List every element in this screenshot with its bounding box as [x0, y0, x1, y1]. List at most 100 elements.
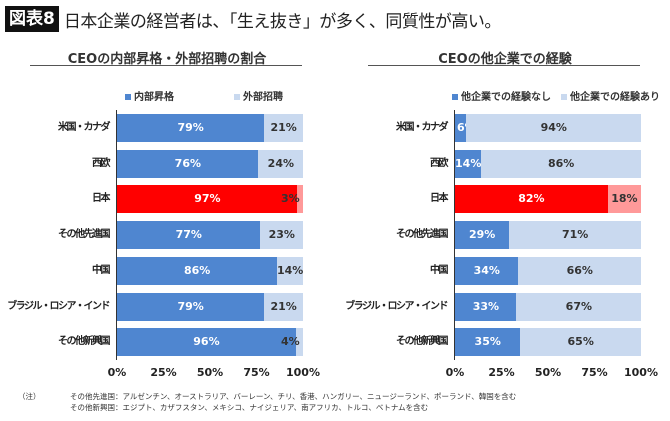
category-label: 日本 [430, 193, 449, 205]
data-label: 14% [455, 156, 482, 170]
data-label: 66% [566, 263, 593, 277]
category-label: 西欧 [430, 157, 449, 169]
category-label: 日本 [92, 193, 111, 205]
title-underline [30, 65, 302, 66]
bar-segment: 82% [455, 185, 608, 214]
data-label: 21% [270, 299, 297, 313]
data-label: 77% [175, 228, 202, 242]
x-tick-label: 0% [445, 366, 465, 379]
bar-segment: 97% [117, 185, 298, 214]
category-label: 米国・カナダ [396, 122, 449, 133]
x-tick-label: 0% [107, 366, 127, 379]
legend-label: 他企業での経験あり [570, 92, 660, 103]
bar-segment: 14% [276, 256, 304, 285]
bar-segment: 65% [520, 328, 641, 357]
bar-segment: 66% [518, 256, 641, 285]
x-tick-label: 75% [581, 366, 608, 379]
legend-swatch [234, 94, 240, 100]
bar-segment: 86% [117, 256, 277, 285]
x-tick-label: 25% [150, 366, 177, 379]
bar-segment: 94% [466, 114, 641, 142]
bar-segment: 33% [455, 292, 517, 321]
category-label: 米国・カナダ [58, 122, 111, 133]
data-label: 34% [473, 263, 500, 277]
data-label: 33% [472, 299, 500, 313]
bar-segment: 29% [455, 221, 509, 250]
bar-segment: 21% [263, 292, 303, 321]
data-label: 79% [177, 121, 204, 134]
plot-area [454, 110, 641, 360]
figure-badge: 図表8 [5, 6, 59, 32]
figure-title-text: 日本企業の経営者は、「生え抜き」が多く、同質性が高い。 [63, 11, 502, 32]
category-label: その他新興国 [58, 336, 111, 348]
bar-segment: 18% [607, 185, 641, 214]
legend: 他企業での経験なし 他企業での経験あり [452, 88, 660, 103]
data-label: 97% [194, 192, 221, 206]
category-label: ブラジル・ロシア・インド [7, 300, 110, 312]
bar-segment: 24% [258, 149, 303, 178]
data-label: 18% [611, 192, 638, 206]
data-label: 86% [183, 263, 211, 277]
note-line-1: その他先進国：アルゼンチン、オーストラリア、バーレーン、チリ、香港、ハンガリー、… [70, 392, 517, 401]
category-label: その他先進国 [58, 229, 111, 241]
chart-title: CEOの他企業での経験 [438, 52, 572, 67]
data-label: 86% [548, 156, 575, 170]
bar-segment: 6% [455, 114, 476, 142]
bar-segment: 71% [508, 221, 641, 250]
data-label: 82% [518, 192, 545, 206]
chart-title: CEOの内部昇格・外部招聘の割合 [67, 52, 267, 67]
note-label: （注） [18, 392, 41, 401]
data-label: 76% [174, 156, 202, 170]
bar-segment: 67% [516, 292, 641, 321]
category-label: 中国 [430, 264, 449, 276]
data-label: 24% [267, 156, 295, 170]
title-underline [368, 65, 640, 66]
bar-segment: 76% [117, 149, 259, 178]
data-label: 96% [193, 335, 220, 349]
legend-swatch [125, 94, 131, 100]
bar-segment: 86% [481, 149, 641, 178]
data-label: 14% [276, 263, 304, 277]
legend: 内部昇格 外部招聘 [125, 88, 283, 103]
legend-item: 他企業での経験なし [452, 88, 551, 103]
data-label: 3% [281, 192, 300, 206]
data-label: 21% [270, 121, 297, 134]
data-label: 65% [567, 335, 594, 349]
category-label: ブラジル・ロシア・インド [345, 300, 448, 312]
bar-segment: 35% [455, 328, 521, 357]
data-label: 94% [540, 121, 567, 134]
legend-swatch [561, 94, 567, 100]
legend-label: 外部招聘 [243, 92, 283, 103]
x-tick-label: 50% [196, 366, 224, 379]
data-label: 79% [177, 299, 204, 313]
legend-item: 内部昇格 [125, 88, 174, 103]
bar-segment: 23% [260, 221, 303, 250]
data-label: 4% [281, 335, 300, 349]
x-tick-label: 75% [243, 366, 270, 379]
figure-title: 図表8 日本企業の経営者は、「生え抜き」が多く、同質性が高い。 [5, 6, 501, 32]
plot-area [116, 110, 303, 360]
x-tick-label: 25% [488, 366, 515, 379]
bar-segment: 77% [117, 221, 261, 250]
data-label: 67% [565, 299, 593, 313]
x-tick-label: 100% [624, 366, 658, 379]
category-label: 西欧 [92, 157, 111, 169]
bar-segment: 79% [117, 114, 264, 142]
bar-segment: 14% [455, 149, 482, 178]
data-label: 71% [561, 228, 589, 242]
category-label: その他先進国 [396, 229, 449, 241]
x-tick-label: 50% [534, 366, 562, 379]
legend-swatch [452, 94, 458, 100]
bar-segment: 21% [263, 114, 303, 142]
bar-segment: 79% [117, 292, 264, 321]
category-label: その他新興国 [396, 336, 449, 348]
x-tick-label: 100% [286, 366, 320, 379]
legend-item: 他企業での経験あり [561, 88, 660, 103]
data-label: 29% [468, 228, 496, 242]
bar-segment: 4% [281, 328, 303, 357]
legend-label: 内部昇格 [134, 92, 174, 103]
bar-segment: 96% [117, 328, 296, 357]
legend-item: 外部招聘 [234, 88, 283, 103]
data-label: 35% [474, 335, 501, 349]
bar-segment: 3% [281, 185, 303, 214]
